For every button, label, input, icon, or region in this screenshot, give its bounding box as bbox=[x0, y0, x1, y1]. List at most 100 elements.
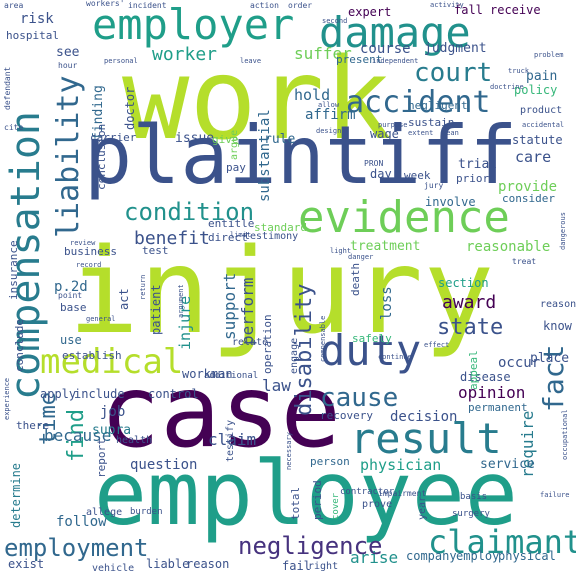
word-result: result bbox=[350, 414, 502, 463]
word-supra: supra bbox=[92, 423, 132, 438]
word-cite: cite bbox=[4, 123, 24, 132]
word-section: section bbox=[438, 276, 489, 290]
word-day: day bbox=[370, 167, 392, 181]
word-there: there bbox=[16, 419, 50, 432]
word-return: return bbox=[139, 274, 147, 300]
word-point: point bbox=[58, 291, 83, 300]
word-light: light bbox=[330, 247, 352, 255]
word-work: work bbox=[122, 35, 392, 165]
word-effect: effect bbox=[424, 341, 450, 349]
word-insurance: insurance bbox=[7, 240, 20, 300]
word-consider: consider bbox=[502, 192, 555, 205]
word-person: person bbox=[310, 455, 350, 468]
word-activity: activity bbox=[430, 1, 464, 9]
word-reasonably: reasonably bbox=[540, 299, 576, 310]
word-service: service bbox=[480, 457, 535, 472]
word-sustain: sustain bbox=[408, 116, 455, 129]
word-accident: accident bbox=[346, 85, 491, 120]
word-trial: trial bbox=[458, 157, 498, 172]
word-question: question bbox=[130, 457, 198, 473]
word-substantial: substantial bbox=[257, 109, 273, 202]
word-entitle: entitle bbox=[208, 217, 255, 230]
word-mean: mean bbox=[442, 129, 459, 137]
word-receive: receive bbox=[490, 3, 541, 17]
word-claim: claim bbox=[208, 430, 257, 449]
word-accidental: accidental bbox=[522, 121, 565, 129]
word-impairment: impairment bbox=[378, 489, 427, 498]
word-workman: workman bbox=[182, 367, 233, 381]
word-conclusion: conclusion bbox=[95, 123, 108, 190]
word-limit: limit bbox=[230, 231, 252, 239]
word-risk: risk bbox=[20, 11, 54, 27]
word-failure: failure bbox=[540, 491, 570, 499]
word-establish: establish bbox=[62, 349, 122, 362]
word-present: present bbox=[336, 53, 383, 66]
word-exist: exist bbox=[8, 557, 45, 571]
word-design: design bbox=[316, 127, 342, 135]
word-second: second bbox=[322, 17, 348, 25]
word-allow: allow bbox=[318, 101, 340, 109]
word-negligent: negligent bbox=[408, 99, 468, 112]
word-necessary: necessary bbox=[285, 432, 293, 470]
word-right: right bbox=[308, 561, 339, 572]
word-testimony: testimony bbox=[244, 231, 299, 242]
word-hold: hold bbox=[294, 86, 331, 104]
word-damage: damage bbox=[319, 8, 471, 57]
word-wage: wage bbox=[370, 127, 399, 141]
word-support: support bbox=[220, 272, 239, 340]
word-law: law bbox=[262, 376, 291, 395]
word-know: know bbox=[543, 319, 572, 333]
word-act: act bbox=[117, 288, 131, 310]
word-basis: basis bbox=[460, 492, 488, 502]
word-base: base bbox=[60, 301, 87, 314]
word-fail: fail bbox=[282, 559, 311, 573]
word-see: see bbox=[56, 45, 80, 60]
word-week: week bbox=[404, 169, 431, 182]
word-safely: safely bbox=[352, 332, 392, 345]
word-continue: continue bbox=[378, 353, 412, 361]
word-leave: leave bbox=[240, 57, 262, 65]
word-include: include bbox=[74, 387, 125, 401]
word-cover: cover bbox=[331, 492, 341, 520]
word-reasonable: reasonable bbox=[466, 239, 551, 255]
word-contractor: contractor bbox=[340, 487, 395, 497]
word-p2d: p.2d bbox=[54, 279, 88, 295]
word-cause: cause bbox=[320, 383, 399, 413]
word-statute: statute bbox=[512, 133, 563, 147]
word-test: test bbox=[142, 244, 169, 257]
word-argument: argument bbox=[177, 284, 185, 318]
word-relate: relate bbox=[232, 337, 269, 348]
word-order: order bbox=[288, 1, 313, 10]
word-review: review bbox=[70, 239, 96, 247]
word-prior: prior bbox=[456, 172, 490, 185]
word-personal: personal bbox=[104, 57, 138, 65]
word-appeal: appeal bbox=[467, 350, 480, 390]
word-workers: workers' bbox=[86, 0, 125, 8]
word-use: use bbox=[60, 333, 82, 347]
word-court: court bbox=[414, 58, 493, 88]
word-provide: provide bbox=[498, 179, 558, 195]
word-pron: PRON bbox=[364, 159, 384, 168]
word-decision: decision bbox=[390, 409, 458, 425]
word-doctrine: doctrine bbox=[490, 83, 524, 91]
word-plaintiff: plaintiff bbox=[84, 109, 518, 202]
word-year: year bbox=[417, 495, 428, 520]
word-additional: additional bbox=[204, 371, 259, 381]
word-burden: burden bbox=[130, 507, 163, 517]
word-area: area bbox=[4, 1, 24, 10]
word-condition: condition bbox=[124, 198, 255, 226]
word-danger: danger bbox=[348, 253, 374, 261]
word-patient: patient bbox=[149, 284, 163, 335]
word-duty: duty bbox=[320, 326, 422, 375]
word-standard: standard bbox=[254, 221, 307, 234]
word-testify: testify bbox=[225, 419, 236, 462]
word-perform: perform bbox=[238, 277, 257, 345]
word-engage: engage bbox=[289, 337, 300, 374]
word-case: case bbox=[100, 353, 341, 470]
word-suffer: suffer bbox=[294, 44, 352, 63]
word-apply: apply bbox=[40, 387, 77, 401]
word-product: product bbox=[520, 105, 563, 116]
word-purpose: purpose bbox=[378, 121, 408, 129]
word-follow: follow bbox=[56, 514, 107, 530]
